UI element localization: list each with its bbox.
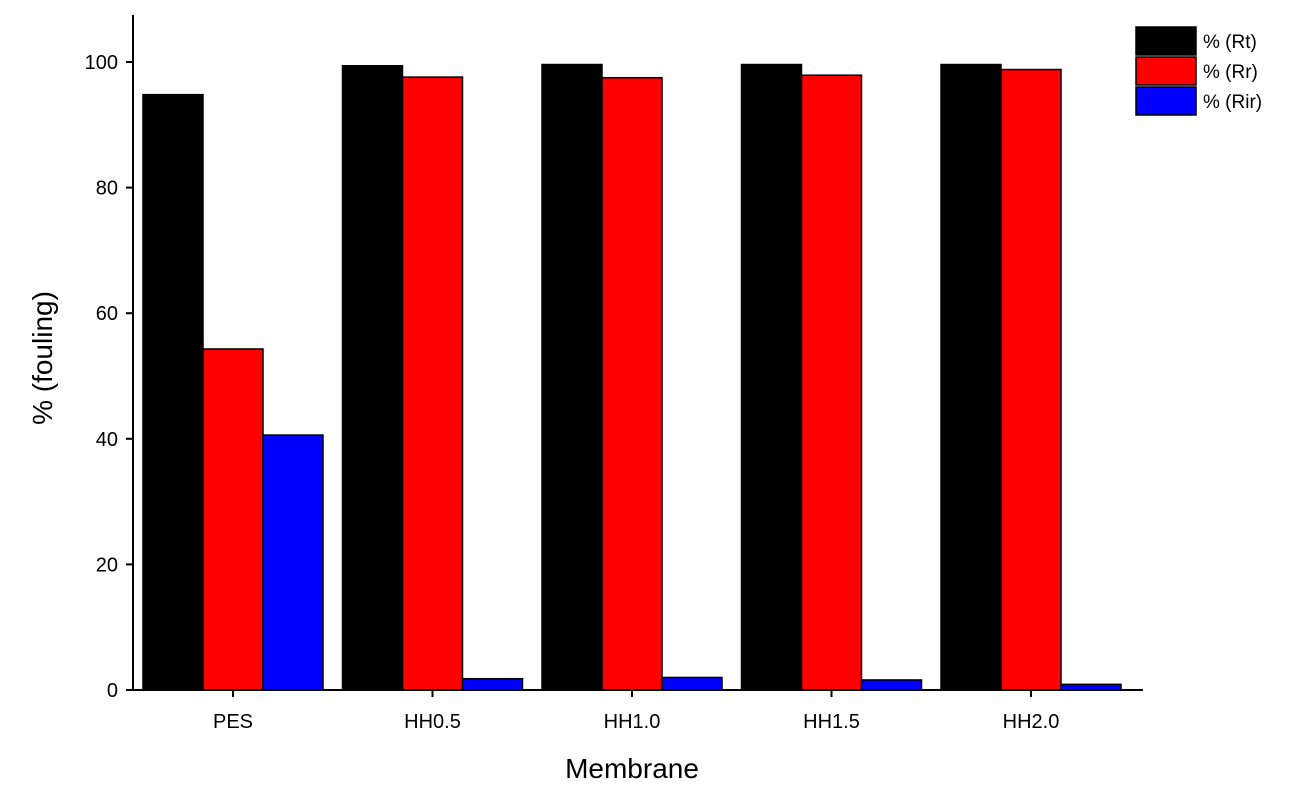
x-tick-label: PES — [213, 711, 253, 733]
bar-pes-series-1 — [142, 93, 204, 691]
bar-hh1-0-series-2 — [601, 76, 663, 691]
y-tick-label: 40 — [96, 429, 118, 451]
x-tick-label: HH1.5 — [803, 711, 860, 733]
bar-pes-series-2 — [202, 348, 264, 691]
bar-hh1-0-series-1 — [541, 63, 603, 691]
legend-label-series-2: % (Rr) — [1203, 62, 1258, 83]
legend-label-series-3: % (Rir) — [1203, 92, 1262, 113]
bar-hh2-0-series-1 — [940, 63, 1002, 691]
y-axis-ticks: 0 20 40 60 80 100 — [85, 52, 133, 702]
x-tick-label: HH2.0 — [1003, 711, 1060, 733]
y-tick-label: 100 — [85, 52, 118, 74]
bar-hh1-5-series-2 — [800, 74, 863, 691]
y-tick-label: 0 — [107, 680, 118, 702]
bar-pes-series-3 — [262, 434, 324, 691]
legend: % (Rt) % (Rr) % (Rir) — [1135, 26, 1262, 116]
bar-hh2-0-series-2 — [1000, 68, 1062, 691]
bars-group — [142, 63, 1122, 691]
bar-hh0-5-series-2 — [401, 76, 464, 691]
bar-hh1-5-series-3 — [860, 679, 923, 691]
legend-swatch-series-1 — [1135, 26, 1197, 56]
bar-hh0-5-series-1 — [341, 65, 404, 691]
x-tick-label: HH0.5 — [404, 711, 461, 733]
x-tick-label: HH1.0 — [604, 711, 661, 733]
y-tick-label: 80 — [96, 178, 118, 200]
legend-label-series-1: % (Rt) — [1203, 32, 1257, 53]
legend-swatch-series-2 — [1135, 56, 1197, 86]
bar-hh0-5-series-3 — [461, 677, 524, 691]
y-axis-title: % (fouling) — [27, 291, 58, 425]
x-axis-ticks: PES HH0.5 HH1.0 HH1.5 HH2.0 — [213, 690, 1059, 733]
legend-swatch-series-3 — [1135, 86, 1197, 116]
y-tick-label: 20 — [96, 554, 118, 576]
y-tick-label: 60 — [96, 303, 118, 325]
bar-hh1-5-series-1 — [740, 63, 803, 691]
x-axis-title: Membrane — [565, 753, 699, 784]
bar-hh1-0-series-3 — [661, 676, 723, 691]
